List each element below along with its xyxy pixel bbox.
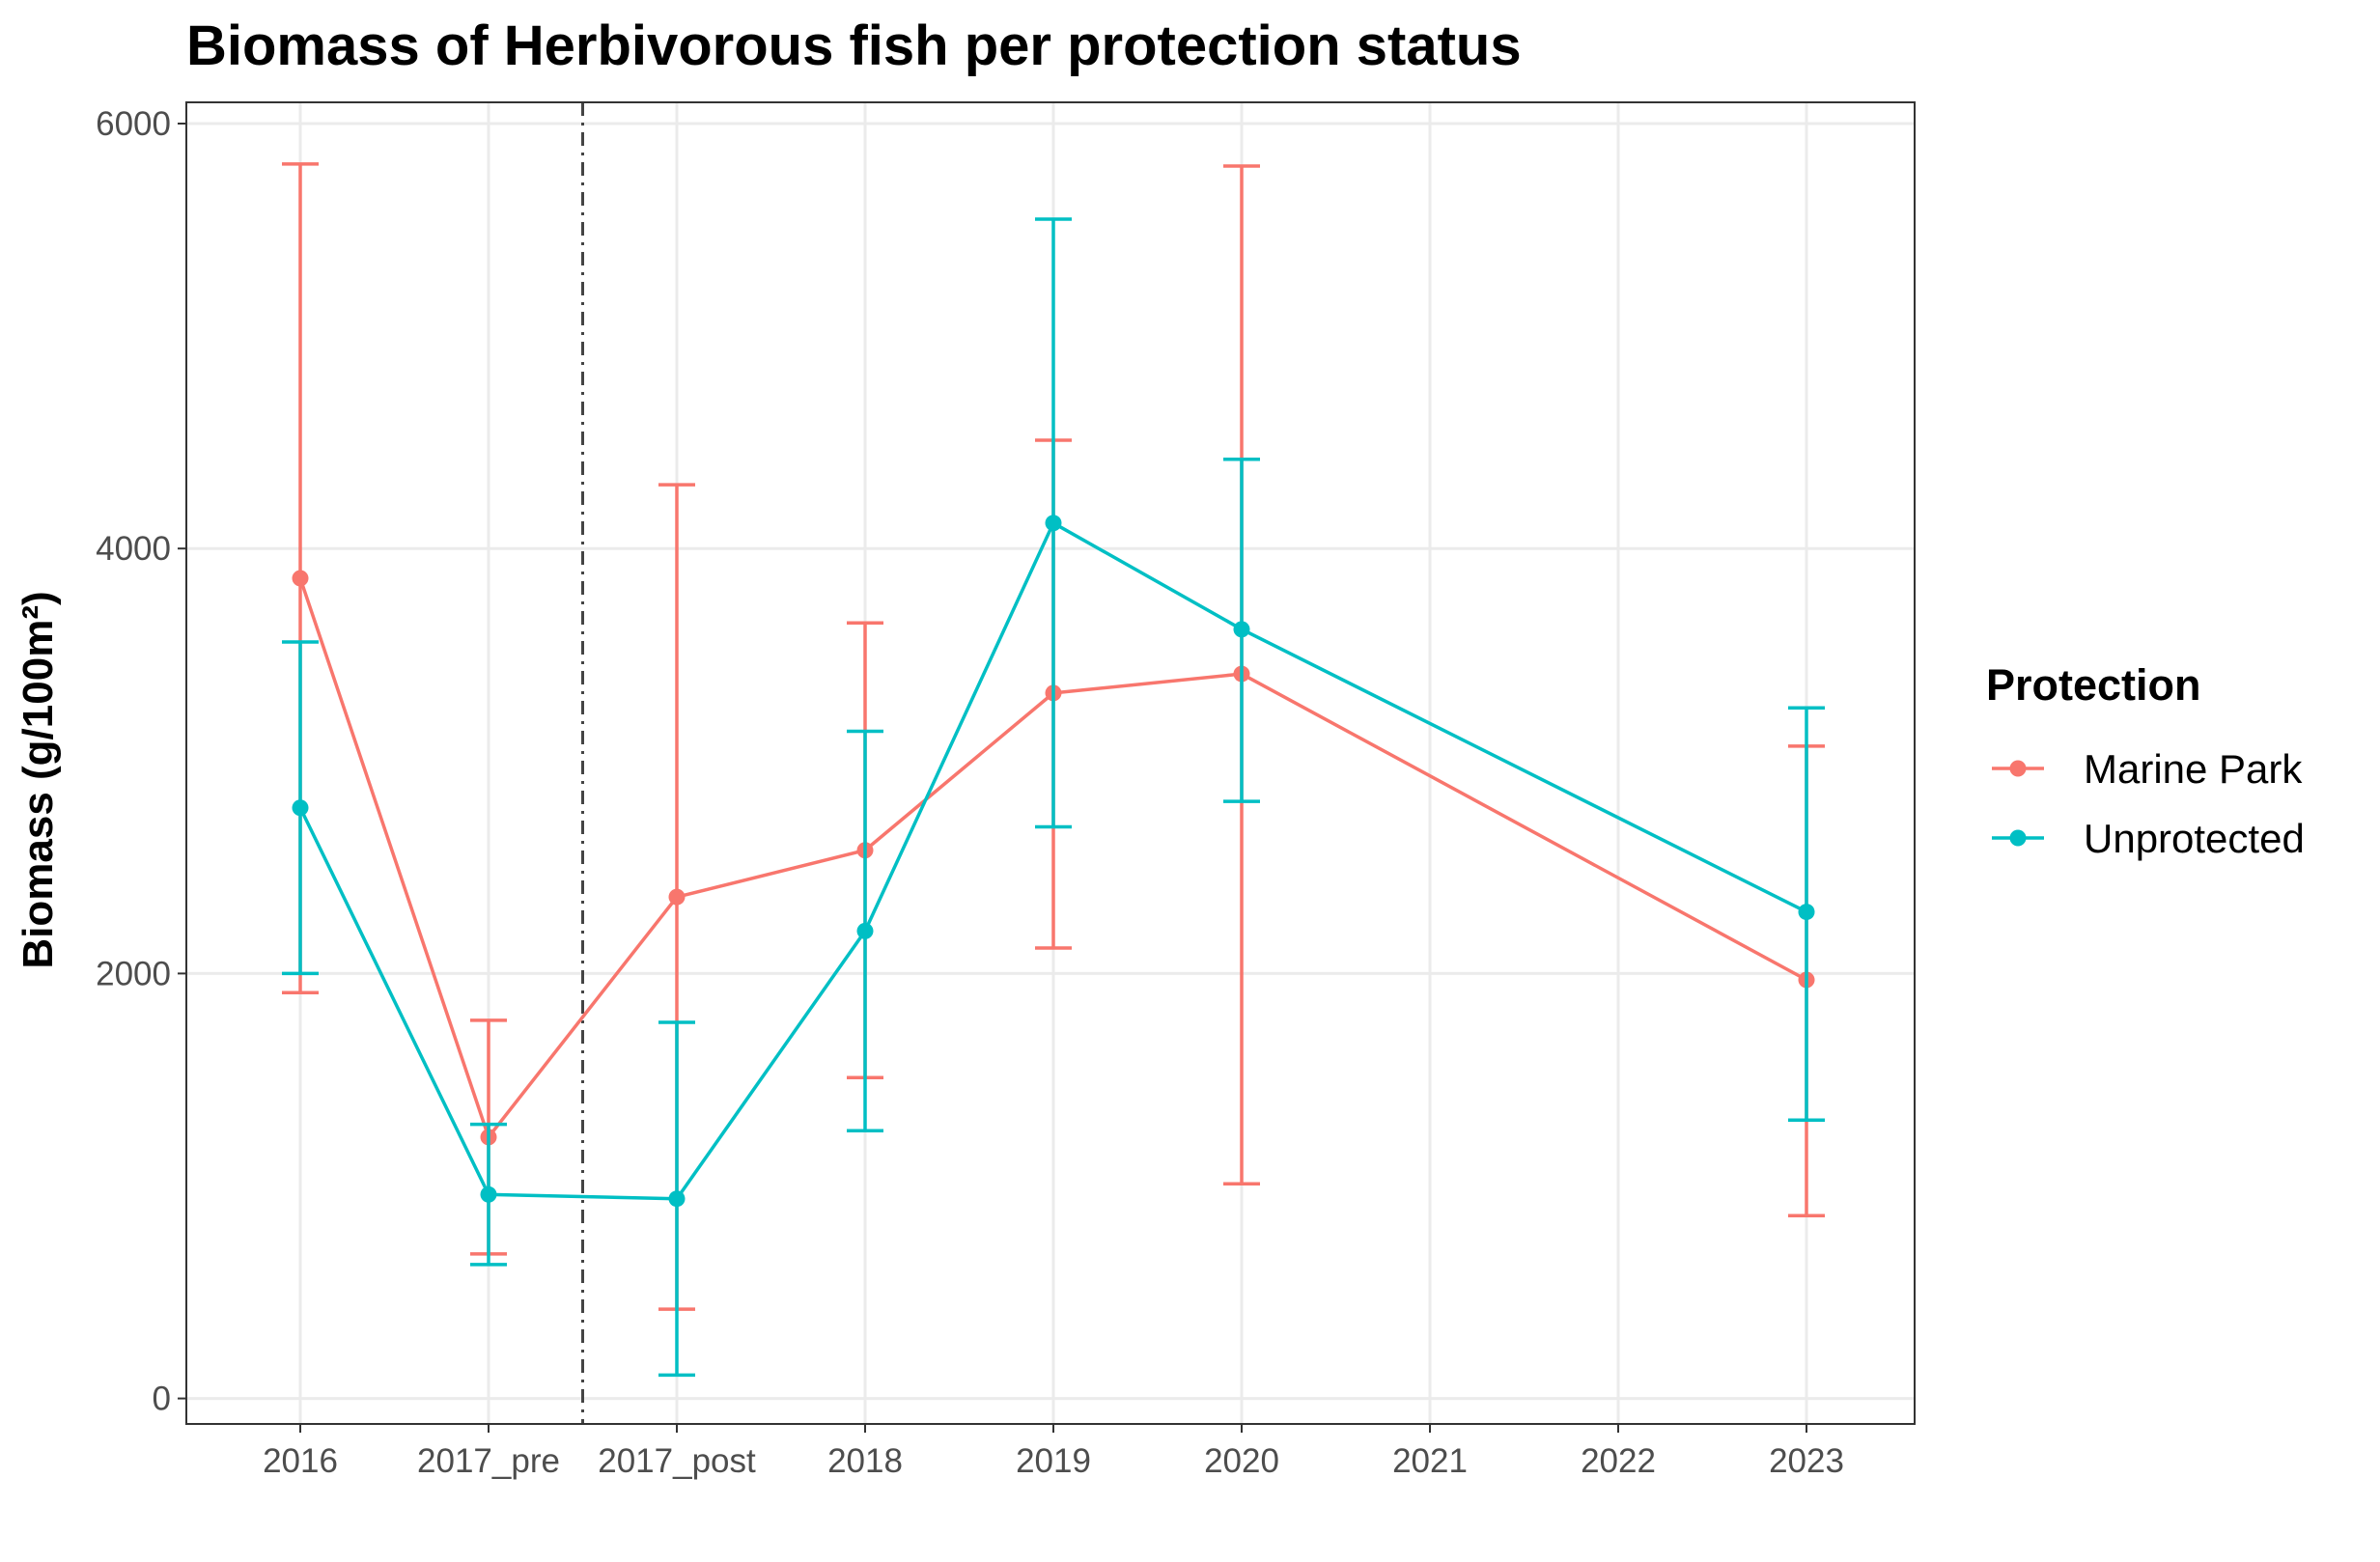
legend: Protection Marine Park Unprotected [1986, 660, 2305, 861]
plot-grid [186, 102, 1915, 1424]
series-group [282, 217, 1825, 1378]
x-tick-label: 2017_post [598, 1442, 756, 1480]
data-point [1798, 904, 1815, 921]
legend-title: Protection [1986, 660, 2201, 710]
y-tick-label: 6000 [96, 105, 171, 143]
legend-key-point [2009, 829, 2027, 847]
x-tick-label: 2016 [263, 1442, 338, 1480]
legend-label: Unprotected [2084, 816, 2305, 861]
x-tick-label: 2020 [1204, 1442, 1279, 1480]
axis-layer: 0 2000 4000 6000 2016 2017_pre 2017_post 2018 20… [96, 105, 1844, 1480]
data-point [292, 799, 309, 817]
data-point [292, 570, 309, 587]
data-point [480, 1185, 497, 1203]
x-tick-label: 2021 [1392, 1442, 1468, 1480]
chart-title: Biomass of Herbivorous fish per protecti… [186, 14, 1522, 77]
series-layer [282, 162, 1825, 1378]
x-tick-label: 2017_pre [417, 1442, 560, 1480]
x-tick-label: 2023 [1769, 1442, 1844, 1480]
y-tick-label: 0 [153, 1381, 171, 1418]
data-point [1045, 515, 1062, 532]
data-point [1233, 621, 1250, 638]
legend-key-point [2009, 760, 2027, 777]
x-tick-label: 2018 [827, 1442, 903, 1480]
y-tick-label: 4000 [96, 530, 171, 568]
data-point [668, 1190, 686, 1208]
x-tick-label: 2019 [1016, 1442, 1091, 1480]
data-point [856, 922, 874, 939]
x-tick-label: 2022 [1581, 1442, 1656, 1480]
legend-item: Marine Park [1992, 746, 2303, 792]
plot-panel-border [185, 101, 1916, 1425]
legend-item: Unprotected [1992, 816, 2305, 861]
y-tick-label: 2000 [96, 955, 171, 992]
data-point [668, 888, 686, 906]
y-axis-title: Biomass (g/100m²) [14, 591, 62, 968]
legend-label: Marine Park [2084, 746, 2303, 792]
